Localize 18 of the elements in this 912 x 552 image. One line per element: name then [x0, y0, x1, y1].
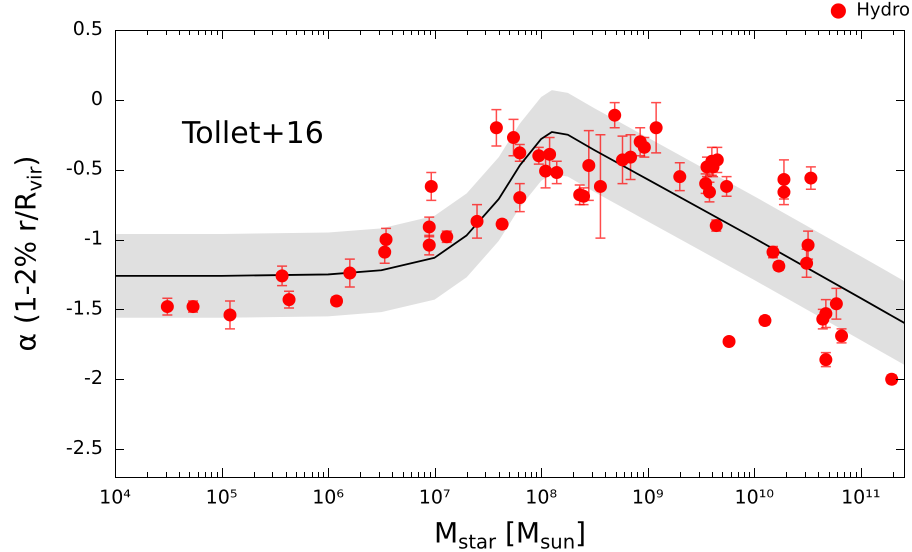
x-tick-label: 10⁵ [206, 486, 238, 508]
legend-label: Hydro [856, 0, 910, 21]
y-tick-label: -1 [84, 227, 103, 250]
x-tick-label: 10⁶ [312, 486, 344, 508]
x-tick-label: 10¹¹ [841, 486, 880, 508]
x-tick-label: 10⁸ [525, 486, 558, 508]
x-tick-label: 10⁷ [418, 486, 451, 508]
y-tick-label: -2.5 [66, 437, 103, 459]
annotation: Tollet+16 [181, 116, 324, 151]
y-tick-label: -0.5 [66, 158, 103, 180]
y-tick-label: -2 [84, 367, 103, 390]
y-tick-label: 0 [90, 88, 103, 110]
x-tick-label: 10⁹ [632, 486, 664, 508]
y-tick-label: -1.5 [66, 297, 103, 320]
x-tick-label: 10¹⁰ [734, 486, 774, 508]
y-tick-label: 0.5 [72, 18, 103, 40]
x-tick-label: 10⁴ [99, 486, 132, 508]
y-axis-title: α (1-2% r/Rvir) [9, 156, 46, 352]
